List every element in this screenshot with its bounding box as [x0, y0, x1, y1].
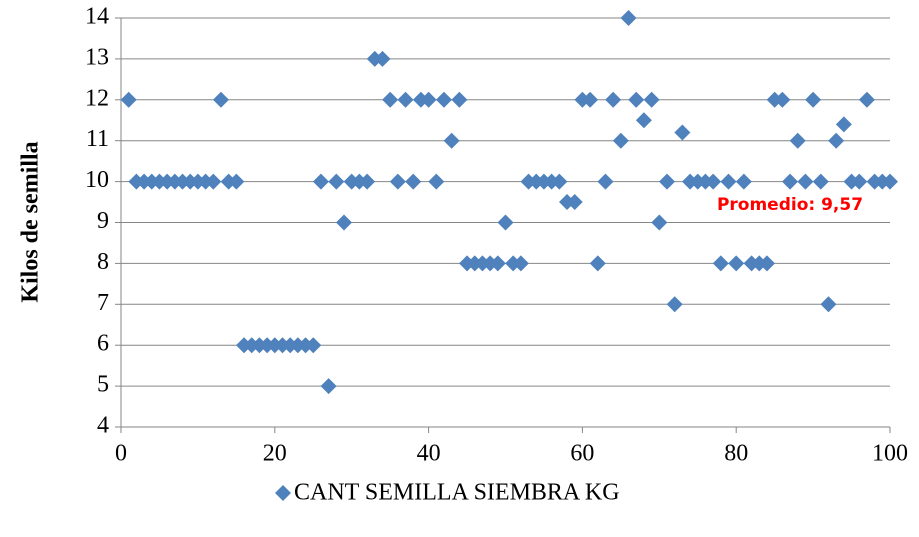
y-tick-label: 14 — [85, 4, 109, 30]
point — [359, 173, 376, 190]
y-tick-label: 12 — [85, 85, 109, 111]
point — [882, 173, 898, 190]
x-tick-label: 80 — [724, 441, 748, 467]
point — [451, 91, 468, 108]
point — [328, 173, 345, 190]
point — [720, 173, 737, 190]
point — [405, 173, 422, 190]
point — [705, 173, 722, 190]
point — [620, 10, 637, 26]
point — [658, 173, 675, 190]
point — [312, 173, 329, 190]
point — [774, 91, 791, 108]
point — [612, 132, 629, 149]
point — [551, 173, 568, 190]
point — [789, 132, 806, 149]
point — [374, 50, 391, 67]
point — [489, 255, 506, 272]
y-tick-label: 9 — [97, 208, 109, 234]
legend-marker — [275, 485, 291, 501]
y-tick-label: 8 — [97, 249, 109, 275]
point — [228, 173, 245, 190]
point — [512, 255, 529, 272]
y-tick-label: 13 — [85, 44, 109, 70]
point — [666, 296, 683, 313]
point — [212, 91, 229, 108]
point — [728, 255, 745, 272]
point — [712, 255, 729, 272]
x-tick-label: 20 — [263, 441, 287, 467]
point — [497, 214, 514, 231]
point — [566, 194, 583, 211]
y-tick-label: 7 — [97, 290, 109, 316]
point — [628, 91, 645, 108]
point — [782, 173, 799, 190]
point — [835, 116, 852, 133]
point — [828, 132, 845, 149]
point — [428, 173, 445, 190]
point — [597, 173, 614, 190]
point — [674, 124, 691, 141]
point — [435, 91, 452, 108]
point — [336, 214, 353, 231]
x-tick-label: 60 — [570, 441, 594, 467]
point — [382, 91, 399, 108]
point — [643, 91, 660, 108]
point — [205, 173, 222, 190]
point — [120, 91, 137, 108]
point — [735, 173, 752, 190]
point — [635, 112, 652, 129]
y-tick-label: 5 — [97, 372, 109, 398]
legend-label: CANT SEMILLA SIEMBRA KG — [294, 480, 620, 506]
x-tick-label: 100 — [872, 441, 908, 467]
point — [397, 91, 414, 108]
point — [320, 378, 337, 395]
point — [797, 173, 814, 190]
point — [305, 337, 322, 354]
point — [651, 214, 668, 231]
point — [443, 132, 460, 149]
point — [389, 173, 406, 190]
point — [582, 91, 599, 108]
annotation: Promedio: 9,57 — [717, 195, 863, 215]
x-tick-label: 40 — [417, 441, 441, 467]
point — [420, 91, 437, 108]
y-tick-label: 10 — [85, 167, 109, 193]
y-tick-label: 11 — [86, 126, 109, 152]
point — [851, 173, 868, 190]
x-tick-label: 0 — [115, 441, 127, 467]
point — [820, 296, 837, 313]
y-axis-label: Kilos de semilla — [18, 141, 44, 302]
point — [589, 255, 606, 272]
y-tick-label: 4 — [97, 413, 109, 439]
point — [858, 91, 875, 108]
point — [605, 91, 622, 108]
point — [812, 173, 829, 190]
point — [758, 255, 775, 272]
point — [805, 91, 822, 108]
y-tick-label: 6 — [97, 331, 109, 357]
